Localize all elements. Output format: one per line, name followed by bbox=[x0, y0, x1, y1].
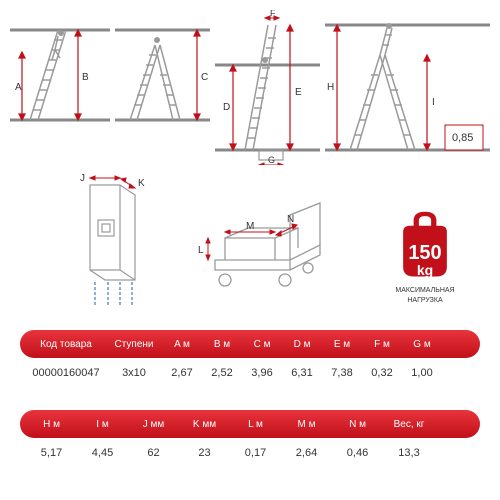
diagram-profile: J K bbox=[60, 170, 160, 310]
cell: 2,64 bbox=[281, 447, 332, 459]
max-load-badge: 150 kg МАКСИМАЛЬНАЯ НАГРУЗКА bbox=[380, 210, 470, 304]
col-header: J мм bbox=[128, 419, 179, 430]
cell: 1,00 bbox=[402, 367, 442, 379]
col-header: N м bbox=[332, 419, 383, 430]
cell: 6,31 bbox=[282, 367, 322, 379]
label-F: F bbox=[270, 10, 276, 18]
col-header: M м bbox=[281, 419, 332, 430]
table-row: 5,17 4,45 62 23 0,17 2,64 0,46 13,3 bbox=[20, 438, 480, 468]
cell: 00000160047 bbox=[26, 367, 106, 379]
cell: 3,96 bbox=[242, 367, 282, 379]
col-header: K мм bbox=[179, 419, 230, 430]
col-header: Ступени bbox=[106, 339, 162, 350]
col-header: A м bbox=[162, 339, 202, 350]
col-header: D м bbox=[282, 339, 322, 350]
max-load-label-1: МАКСИМАЛЬНАЯ bbox=[380, 287, 470, 295]
label-G: G bbox=[268, 155, 275, 165]
label-J: J bbox=[80, 173, 85, 184]
diagram-extended-ladder: D E F G bbox=[215, 10, 320, 165]
label-M: M bbox=[246, 221, 254, 232]
col-header: C м bbox=[242, 339, 282, 350]
label-N: N bbox=[287, 214, 294, 225]
col-header: Код товара bbox=[26, 339, 106, 350]
label-E: E bbox=[295, 87, 302, 98]
label-D: D bbox=[223, 102, 230, 113]
cell: 0,46 bbox=[332, 447, 383, 459]
label-I: I bbox=[432, 97, 435, 108]
label-step-height: 0,85 bbox=[452, 132, 473, 144]
cell: 62 bbox=[128, 447, 179, 459]
diagram-aframe-extension: H I 0,85 bbox=[325, 10, 490, 165]
col-header: E м bbox=[322, 339, 362, 350]
table-header: Код товара Ступени A м B м C м D м E м F… bbox=[20, 330, 480, 358]
cell: 4,45 bbox=[77, 447, 128, 459]
spec-table-1: Код товара Ступени A м B м C м D м E м F… bbox=[20, 330, 480, 388]
spec-table-2: H м I м J мм K мм L м M м N м Вес, кг 5,… bbox=[20, 410, 480, 468]
label-H: H bbox=[327, 82, 334, 93]
diagram-cart: L M N bbox=[190, 200, 350, 310]
diagram-aframe-ladder: C bbox=[115, 10, 210, 130]
max-load-unit: kg bbox=[380, 262, 470, 278]
cell: 13,3 bbox=[383, 447, 435, 459]
col-header: G м bbox=[402, 339, 442, 350]
label-C: C bbox=[201, 72, 208, 83]
cell: 2,52 bbox=[202, 367, 242, 379]
label-B: B bbox=[82, 72, 89, 83]
cell: 0,17 bbox=[230, 447, 281, 459]
table-row: 00000160047 3x10 2,67 2,52 3,96 6,31 7,3… bbox=[20, 358, 480, 388]
col-header: Вес, кг bbox=[383, 419, 435, 430]
diagram-leaning-ladder: A B bbox=[10, 10, 110, 130]
cell: 0,32 bbox=[362, 367, 402, 379]
label-A: A bbox=[15, 82, 22, 93]
cell: 2,67 bbox=[162, 367, 202, 379]
col-header: F м bbox=[362, 339, 402, 350]
cell: 23 bbox=[179, 447, 230, 459]
col-header: L м bbox=[230, 419, 281, 430]
max-load-label-2: НАГРУЗКА bbox=[380, 297, 470, 305]
col-header: H м bbox=[26, 419, 77, 430]
label-L: L bbox=[198, 245, 204, 256]
col-header: I м bbox=[77, 419, 128, 430]
cell: 7,38 bbox=[322, 367, 362, 379]
table-header: H м I м J мм K мм L м M м N м Вес, кг bbox=[20, 410, 480, 438]
cell: 3x10 bbox=[106, 367, 162, 379]
cell: 5,17 bbox=[26, 447, 77, 459]
label-K: K bbox=[138, 178, 145, 189]
col-header: B м bbox=[202, 339, 242, 350]
